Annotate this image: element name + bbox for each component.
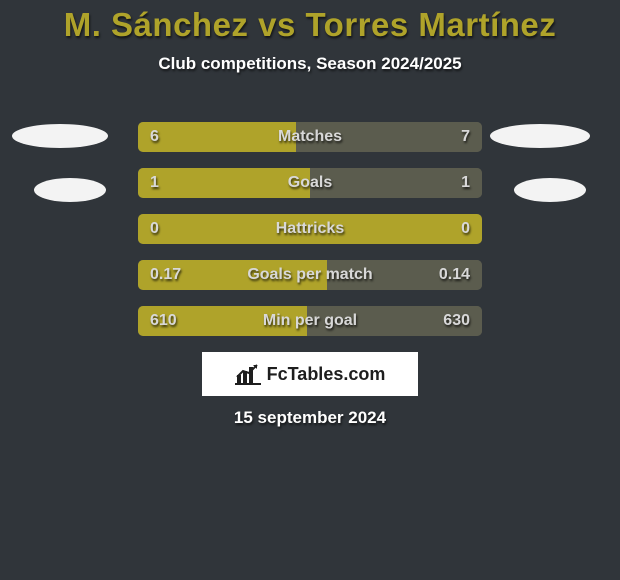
stat-label: Goals per match (0, 260, 620, 290)
footer-date: 15 september 2024 (0, 408, 620, 428)
player-ellipse (12, 124, 108, 148)
brand-chart-icon (235, 363, 261, 385)
brand-text: FcTables.com (267, 364, 386, 385)
stat-row: 610630Min per goal (0, 304, 620, 350)
player-ellipse (34, 178, 106, 202)
player-ellipse (490, 124, 590, 148)
brand-badge: FcTables.com (202, 352, 418, 396)
player-ellipse (514, 178, 586, 202)
stats-rows: 67Matches11Goals00Hattricks0.170.14Goals… (0, 120, 620, 350)
stat-label: Hattricks (0, 214, 620, 244)
stat-label: Min per goal (0, 306, 620, 336)
page-title: M. Sánchez vs Torres Martínez (0, 0, 620, 44)
stat-row: 00Hattricks (0, 212, 620, 258)
subtitle: Club competitions, Season 2024/2025 (0, 54, 620, 74)
stat-row: 0.170.14Goals per match (0, 258, 620, 304)
